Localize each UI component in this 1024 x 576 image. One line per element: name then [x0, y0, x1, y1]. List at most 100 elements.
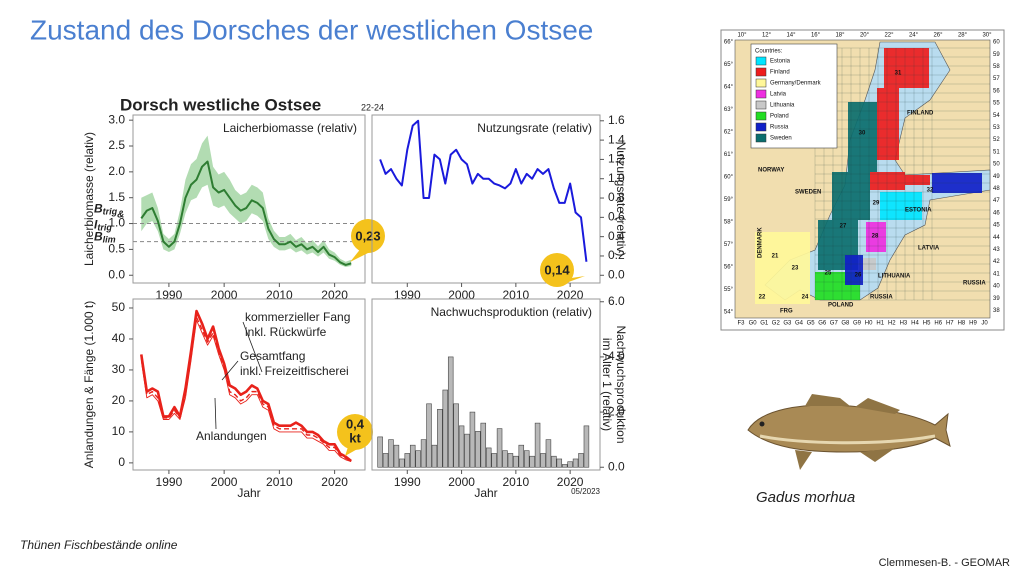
map-lon-label: 14°	[786, 33, 796, 39]
map-subdivision-label: 32	[927, 188, 934, 194]
y-axis-title: Anlandungen & Fänge (1.000 t)	[82, 301, 96, 468]
x-tick-label: 2020	[321, 288, 348, 302]
map-legend-label: Germany/Denmark	[770, 81, 822, 87]
map-lat-label: 60°	[724, 175, 734, 181]
map-rect-label: H1	[876, 321, 884, 327]
x-tick-label: 1990	[394, 288, 421, 302]
bar	[496, 428, 503, 468]
bar	[523, 450, 530, 468]
fish-dorsal-fins	[805, 394, 900, 414]
panel-frame	[132, 114, 366, 284]
y-tick-label: 0.4	[608, 229, 625, 243]
fish-illustration	[747, 394, 951, 470]
map-lat-label: 62°	[724, 130, 734, 136]
bar	[529, 455, 535, 468]
bar	[561, 464, 568, 468]
bar	[507, 453, 514, 468]
x-tick-label: 2000	[448, 475, 475, 489]
y-tick-label: 1.4	[608, 132, 625, 146]
series-annotation: kommerzieller Fang	[245, 310, 350, 324]
map-subdivision-label: 28	[872, 234, 879, 240]
bar	[578, 453, 584, 468]
map-rect-label: H3	[900, 321, 908, 327]
map-rect-label: H8	[958, 321, 966, 327]
series-line	[140, 316, 352, 462]
map-rect-label: G4	[795, 321, 804, 327]
callout-bubble	[351, 219, 385, 253]
bar	[534, 422, 541, 468]
map-lat-label: 61°	[724, 152, 734, 158]
series-annotation: Anlandungen	[196, 429, 267, 443]
bar	[491, 453, 497, 468]
map-lon-label: 20°	[860, 33, 870, 39]
map-subdivision-label: 25	[825, 271, 832, 277]
map-legend-swatch	[755, 111, 767, 121]
map-lon-label: 18°	[835, 33, 845, 39]
map-country-label: ESTONIA	[905, 208, 932, 214]
reference-symbol: B	[94, 230, 103, 244]
map-lon-label: 30°	[982, 33, 992, 39]
y-tick-label: 40	[112, 331, 126, 345]
map-legend-swatch	[755, 100, 767, 110]
map-lat-label: 65°	[724, 62, 734, 68]
x-tick-label: 1990	[156, 288, 183, 302]
bar	[453, 403, 459, 468]
callout-label: 0,4	[346, 416, 365, 431]
map-lat-label: 52	[993, 137, 1000, 143]
x-tick-label: 2020	[321, 475, 348, 489]
map-rect-label: G9	[853, 321, 862, 327]
map-lon-label: 28°	[958, 33, 968, 39]
map-country-label: FINLAND	[907, 111, 934, 117]
map-legend-label: Finland	[770, 70, 790, 76]
map-lat-label: 56°	[724, 265, 734, 271]
map-lat-label: 40	[993, 284, 1000, 290]
y-tick-label: 0	[118, 455, 125, 469]
bar	[426, 403, 432, 468]
bar	[583, 425, 590, 468]
map-legend-label: Russia	[770, 125, 789, 131]
map-lat-label: 63°	[724, 107, 734, 113]
reference-subscript: trig	[97, 223, 112, 233]
map-country-label: LATVIA	[918, 246, 940, 252]
map-lat-label: 55	[993, 101, 1000, 107]
map-lat-label: 50	[993, 162, 1000, 168]
bar	[485, 447, 492, 468]
bar	[415, 450, 421, 468]
y-axis-title: Laicherbiomasse (relativ)	[82, 132, 96, 266]
map-subdivision-label: 23	[792, 266, 799, 272]
map-country-label: SWEDEN	[795, 190, 821, 196]
map-rect-label: G7	[830, 321, 839, 327]
callout-bubble	[337, 414, 373, 450]
map-country-label: FRG	[780, 309, 793, 315]
map-lat-label: 48	[993, 186, 1000, 192]
y-tick-label: 3.0	[108, 112, 125, 126]
map-rect-label: J0	[981, 321, 988, 327]
y-tick-label: 2.0	[108, 164, 125, 178]
map-lat-label: 64°	[724, 85, 734, 91]
map-lat-label: 54	[993, 113, 1000, 119]
bar	[551, 455, 557, 468]
fish-lower-fins	[795, 448, 895, 470]
x-tick-label: 2010	[266, 475, 293, 489]
y-tick-label: 0.0	[608, 459, 625, 473]
reference-subscript: trig	[103, 207, 118, 217]
map-rect-label: G0	[749, 321, 758, 327]
map-lat-label: 59	[993, 52, 1000, 58]
map-legend-title: Countries:	[755, 49, 783, 55]
y-tick-label: 0.6	[608, 210, 625, 224]
bar	[382, 453, 389, 468]
map-subdivision-label: 27	[840, 224, 847, 230]
reference-label: Btrig&	[94, 202, 124, 220]
annotation-leader	[242, 321, 263, 373]
bar	[480, 422, 487, 468]
series-annotation: Gesamtfang	[240, 349, 305, 363]
slide-title: Zustand des Dorsches der westlichen Osts…	[30, 14, 593, 45]
map-rect-label: H2	[888, 321, 896, 327]
x-tick-label: 2010	[503, 288, 530, 302]
map-lat-label: 42	[993, 259, 1000, 265]
y-tick-label: 4.0	[608, 349, 625, 363]
y-tick-label: 1.0	[608, 171, 625, 185]
reference-symbol: B	[94, 202, 103, 216]
